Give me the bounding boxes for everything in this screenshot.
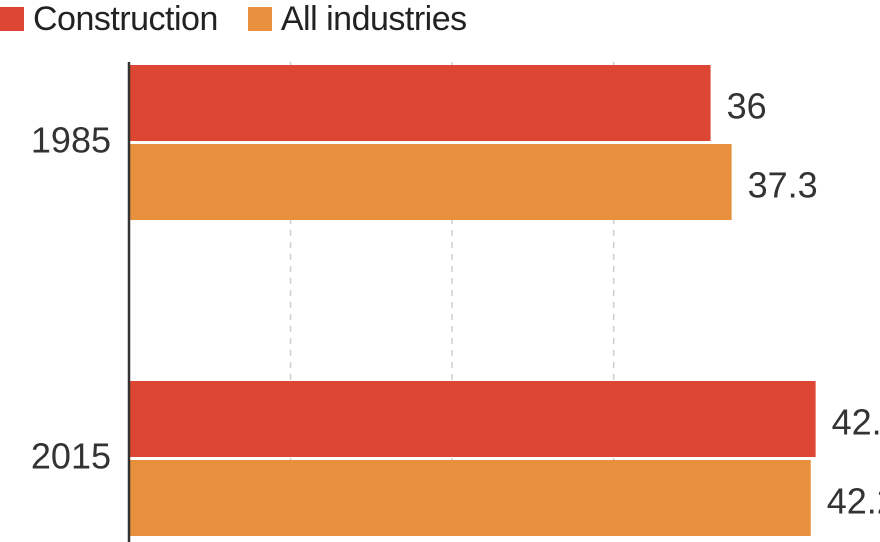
legend-label-all-industries: All industries: [280, 0, 467, 38]
bar-construction-1985: [129, 65, 711, 141]
data-label-construction-2015: 42.5: [832, 402, 880, 443]
category-label-2015: 2015: [31, 436, 111, 477]
data-label-construction-1985: 36: [727, 86, 767, 127]
data-label-all-industries-1985: 37.3: [748, 165, 818, 206]
legend-label-construction: Construction: [33, 0, 218, 38]
legend-item-all-industries: All industries: [247, 0, 467, 39]
data-label-all-industries-2015: 42.2: [827, 481, 880, 522]
legend: Construction All industries: [0, 0, 497, 38]
bar-all-industries-2015: [129, 460, 811, 536]
legend-swatch-all-industries: [247, 7, 272, 31]
bar-construction-2015: [129, 381, 816, 457]
bar-all-industries-1985: [129, 144, 732, 220]
category-label-1985: 1985: [31, 120, 111, 161]
legend-swatch-construction: [0, 7, 24, 31]
legend-item-construction: Construction: [0, 0, 218, 39]
